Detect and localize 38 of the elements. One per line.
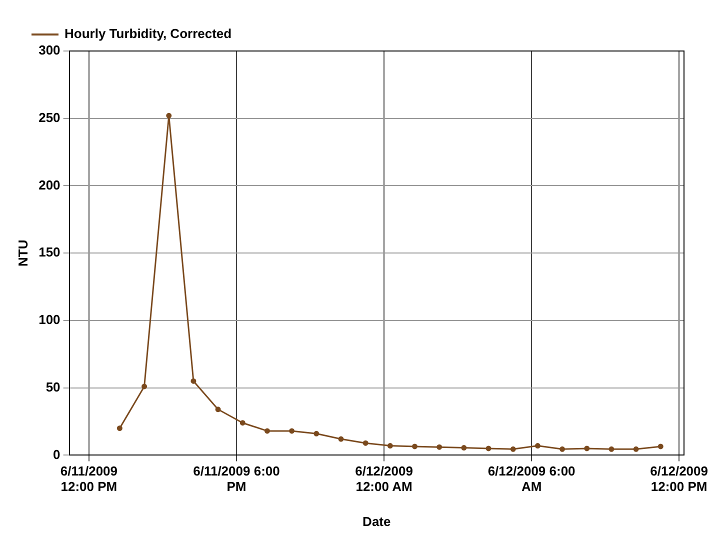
point <box>264 428 270 434</box>
point <box>166 112 172 118</box>
y-tick-label: 0 <box>53 446 60 462</box>
point <box>658 444 664 450</box>
point <box>608 446 614 452</box>
y-tick-label: 100 <box>38 312 60 328</box>
x-tick-label: 6/12/2009 12:00 AM <box>355 464 413 494</box>
y-tick-label: 300 <box>38 42 60 58</box>
point <box>486 446 492 452</box>
legend-label: Hourly Turbidity, Corrected <box>64 26 232 42</box>
point <box>534 443 540 449</box>
point <box>436 444 442 450</box>
y-tick-label: 200 <box>38 177 60 192</box>
point <box>510 446 516 452</box>
y-axis-title: NTU <box>15 240 30 266</box>
point <box>387 443 393 449</box>
x-tick-label: 6/11/2009 12:00 PM <box>60 464 118 494</box>
point <box>461 445 467 451</box>
point <box>633 446 639 452</box>
point <box>362 440 368 446</box>
point <box>142 384 148 390</box>
point <box>338 436 344 442</box>
x-tick-label: 6/12/2009 6:00 AM <box>488 464 576 494</box>
point <box>584 446 590 452</box>
point <box>190 378 196 384</box>
point <box>412 444 418 450</box>
point <box>116 426 122 432</box>
point <box>314 430 320 436</box>
point <box>215 406 221 412</box>
y-tick-label: 250 <box>38 110 60 125</box>
x-axis-title: Date <box>362 514 391 529</box>
point <box>240 420 246 426</box>
y-tick-label: 150 <box>38 244 60 260</box>
point <box>560 446 566 452</box>
x-tick-label: 6/12/2009 12:00 PM <box>650 464 708 494</box>
x-tick-label: 6/11/2009 6:00 PM <box>193 464 280 494</box>
y-tick-label: 50 <box>46 379 60 394</box>
point <box>289 428 295 434</box>
